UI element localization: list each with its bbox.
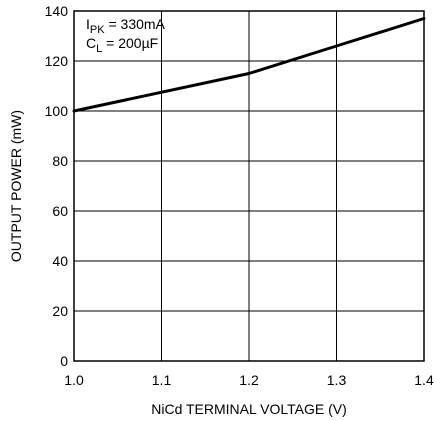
x-tick-label: 1.3 bbox=[327, 372, 347, 388]
annotation-ipk: IPK = 330mA bbox=[86, 16, 166, 36]
y-tick-label: 100 bbox=[45, 103, 69, 119]
x-tick-label: 1.4 bbox=[414, 372, 434, 388]
y-tick-label: 0 bbox=[60, 353, 68, 369]
y-tick-label: 80 bbox=[52, 153, 68, 169]
x-tick-label: 1.0 bbox=[64, 372, 84, 388]
series-line bbox=[72, 17, 426, 113]
y-tick-label: 120 bbox=[45, 53, 69, 69]
annotation-block: IPK = 330mA CL = 200µF bbox=[86, 16, 166, 55]
x-tick-label: 1.2 bbox=[239, 372, 259, 388]
y-tick-label: 20 bbox=[52, 303, 68, 319]
series-layer bbox=[72, 17, 426, 113]
x-axis-title: NiCd TERMINAL VOLTAGE (V) bbox=[151, 401, 347, 417]
y-tick-label: 60 bbox=[52, 203, 68, 219]
annotation-cl: CL = 200µF bbox=[86, 35, 158, 55]
gridlines bbox=[74, 11, 424, 361]
y-axis-title: OUTPUT POWER (mW) bbox=[8, 110, 24, 262]
y-tick-label: 140 bbox=[45, 3, 69, 19]
tick-labels: 1.0 1.1 1.2 1.3 1.4 0 20 40 60 80 100 120 140 bbox=[45, 3, 434, 388]
plot-frame bbox=[73, 10, 425, 362]
x-tick-label: 1.1 bbox=[152, 372, 172, 388]
y-tick-label: 40 bbox=[52, 253, 68, 269]
